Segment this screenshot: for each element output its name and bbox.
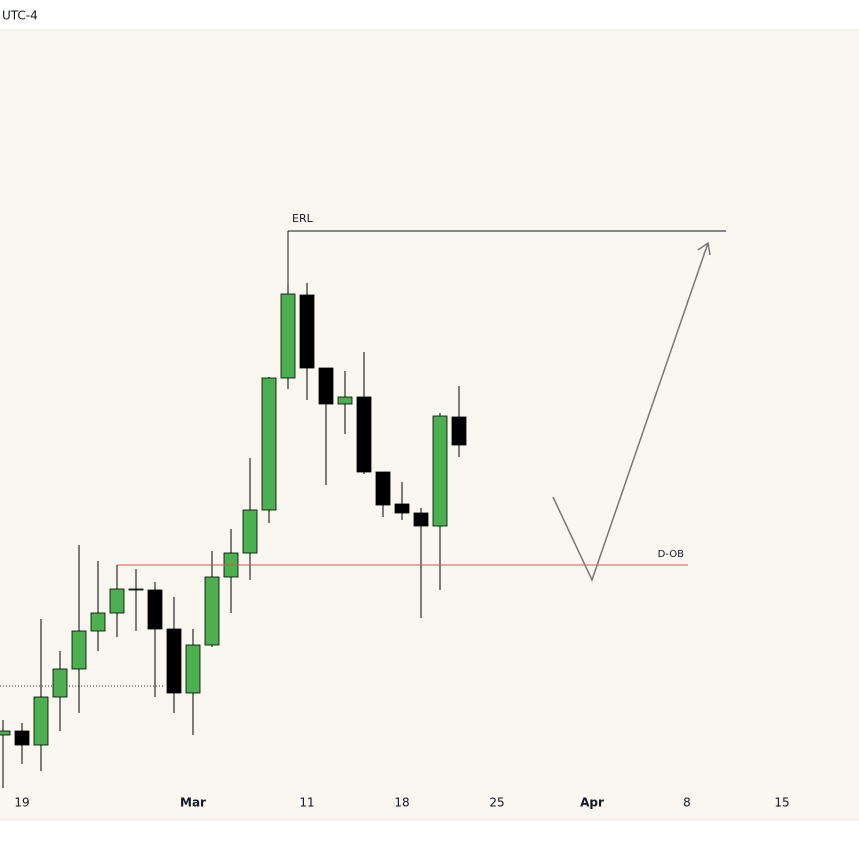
candle-body [185,644,201,694]
x-tick-label: Apr [580,796,604,810]
candle-body [166,628,182,694]
candle-body [147,589,163,630]
plot-area [0,30,859,820]
x-tick-label: Mar [180,796,206,810]
x-tick-label: 15 [774,796,789,810]
candle-body [375,471,391,506]
candle-body [394,503,410,514]
projection-path [552,242,709,582]
x-tick-label: 18 [394,796,409,810]
candle-body [280,293,296,379]
candle-body [318,367,334,405]
x-tick-label: 8 [683,796,691,810]
candle-body [33,696,49,746]
candle-body [109,588,125,614]
candle-body [337,396,353,405]
candle-body [413,512,429,527]
candle-body [52,668,68,698]
candle-body [71,630,87,670]
timezone: UTC-4 [2,9,38,23]
candle-body [90,612,106,632]
candle-body [261,377,277,511]
candle-body [128,588,144,591]
candle-body [14,730,30,746]
x-tick-label: 11 [299,796,314,810]
candle-body [356,396,372,473]
candle-body [204,576,220,646]
candle-body [299,294,315,369]
annotation-label: ERL [292,212,314,225]
annotation-label: D-OB [658,549,684,560]
x-tick-label: 19 [14,796,29,810]
candle-body [242,509,258,554]
candle-body [451,416,467,446]
candle-body [432,415,448,527]
candle-body [0,730,11,736]
arrow-head [697,241,711,256]
x-tick-label: 25 [489,796,504,810]
